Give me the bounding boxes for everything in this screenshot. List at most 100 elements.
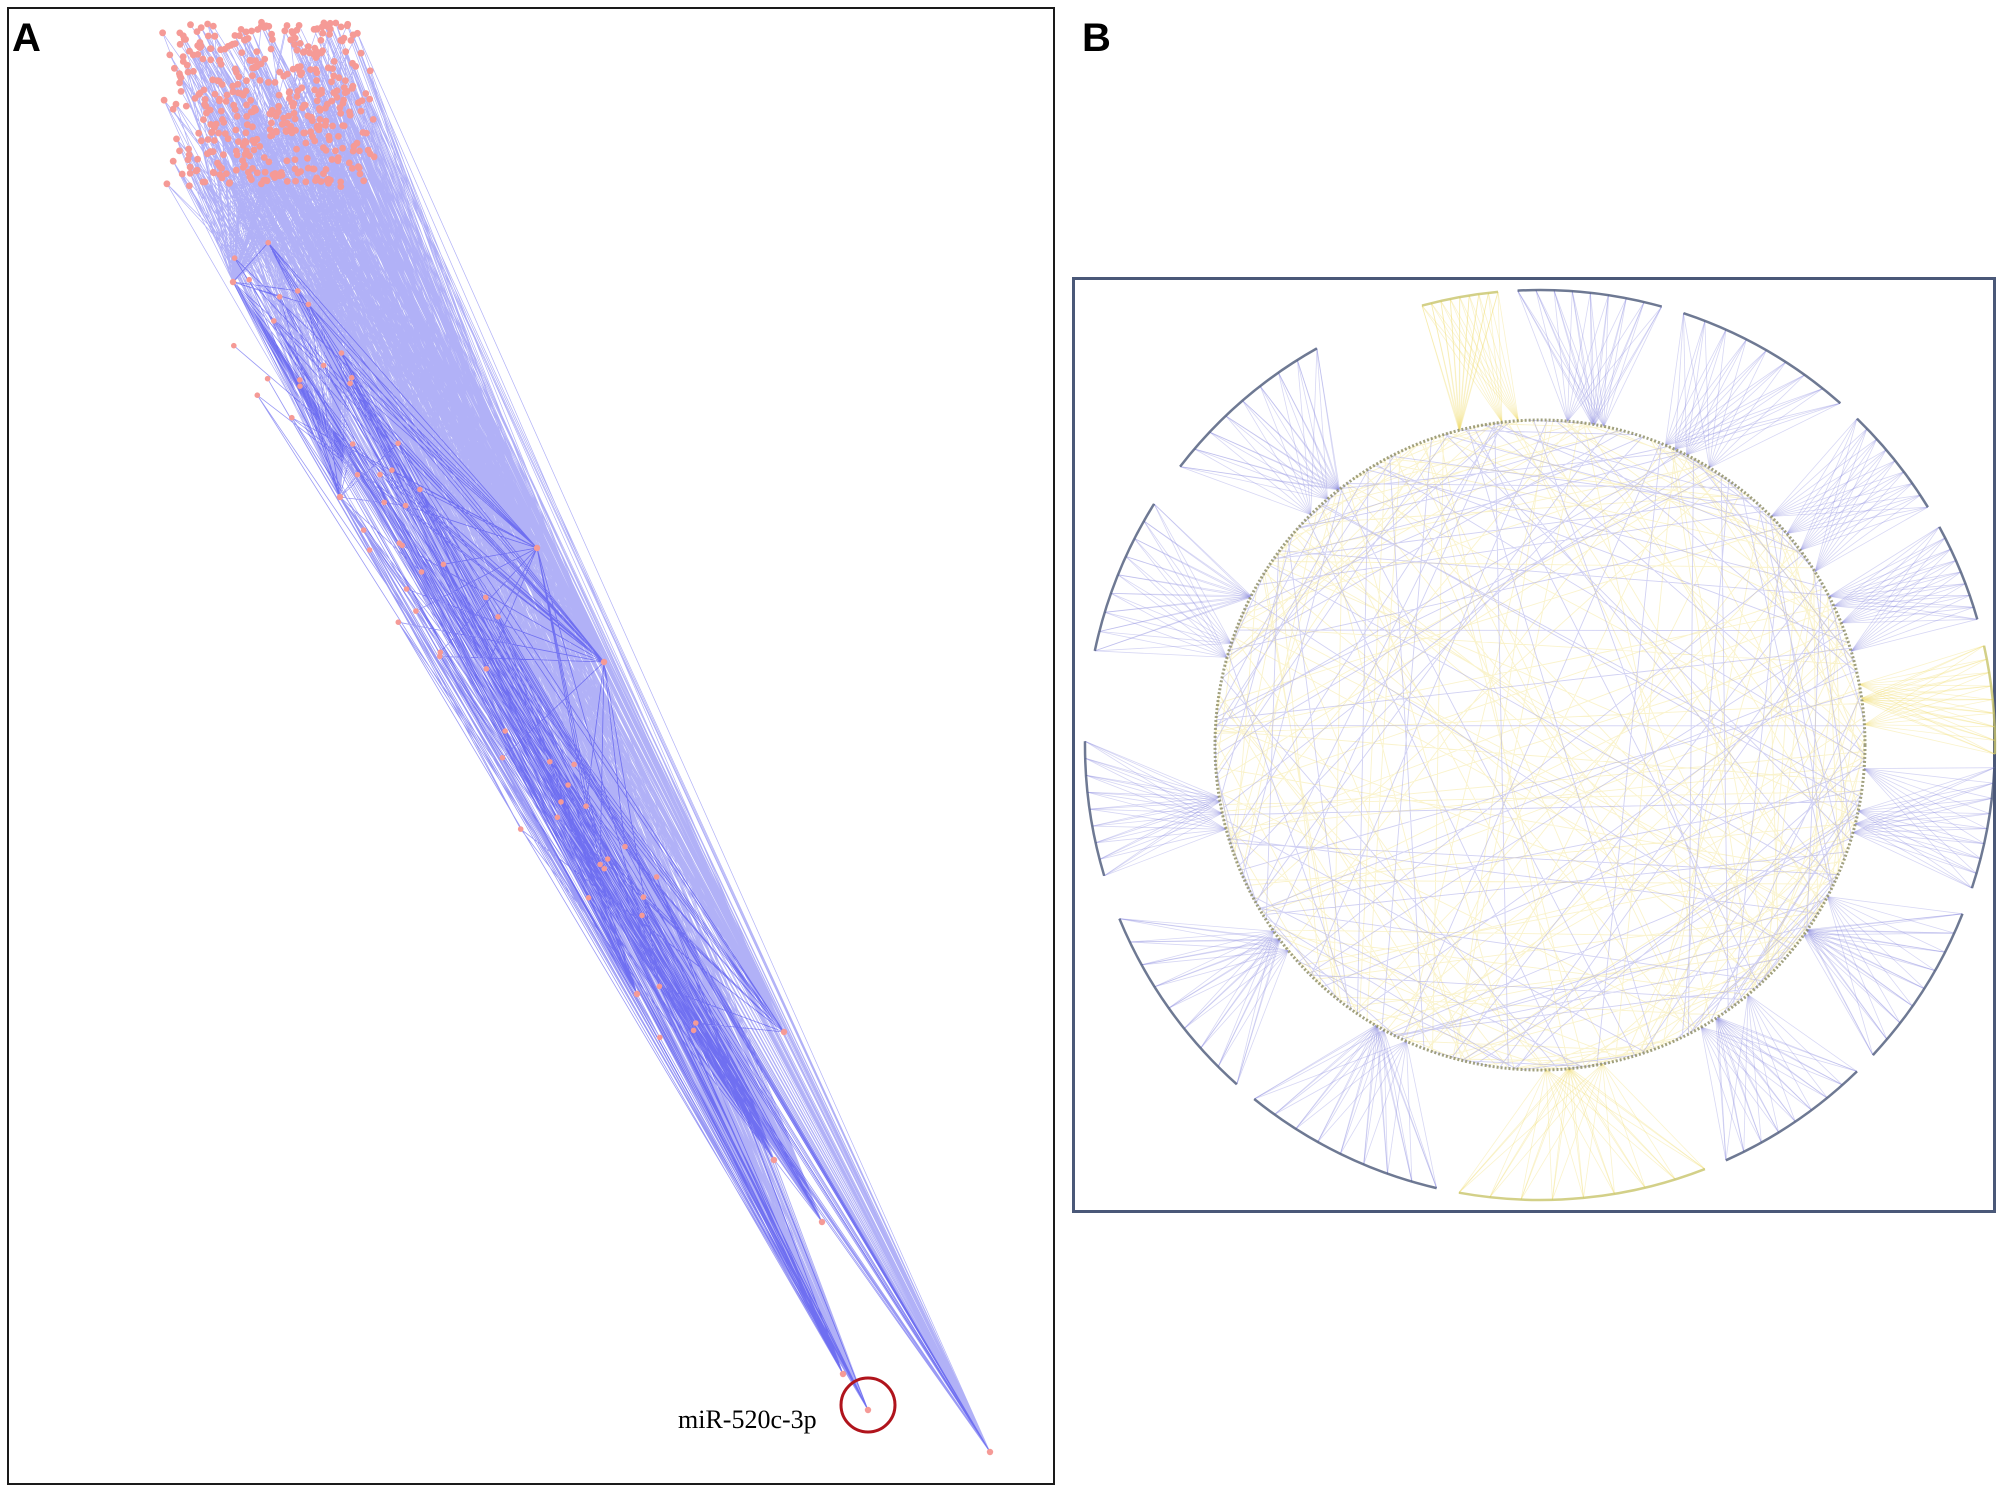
hub-node (986, 1448, 994, 1456)
fan-edge (1674, 388, 1823, 450)
network-node (286, 95, 293, 102)
fan-edge (1800, 471, 1905, 551)
network-node (657, 1034, 663, 1041)
fan-edge (1717, 1016, 1796, 1122)
fan-edge (1589, 292, 1593, 425)
network-node (200, 116, 207, 123)
network-node (322, 147, 330, 154)
network-node (211, 137, 218, 144)
network-node (283, 22, 291, 29)
fan-edge (1591, 306, 1663, 425)
network-node (184, 156, 192, 164)
fan-edge (1803, 934, 1925, 989)
network-node (301, 48, 308, 56)
fan-edge (1852, 832, 1985, 845)
fan-edge (1553, 290, 1605, 427)
fan-edge (1850, 526, 1940, 652)
network-node (209, 22, 217, 30)
network-node (312, 66, 320, 74)
fan-edge (1851, 618, 1978, 652)
outer-arc (1421, 290, 1499, 307)
fan-edge (1827, 896, 1874, 1056)
fan-edge (1603, 298, 1627, 427)
fan-edge (1125, 556, 1252, 597)
hub-node (229, 278, 237, 286)
fan-edge (1154, 950, 1289, 988)
network-node (250, 146, 258, 154)
fan-edge (1700, 1026, 1843, 1086)
network-node (186, 182, 193, 190)
network-node (313, 174, 321, 182)
network-node (328, 156, 336, 163)
network-node (340, 84, 348, 91)
fan-edge (1278, 372, 1328, 500)
fan-edge (1489, 1068, 1572, 1198)
fan-edge (1340, 1025, 1377, 1155)
fan-edge (1863, 768, 1973, 889)
fan-edge (1099, 631, 1228, 658)
fan-edge (1236, 950, 1289, 1085)
fan-edge (1340, 1029, 1385, 1155)
fan-edge (1840, 526, 1940, 624)
network-node (283, 178, 291, 185)
fan-edge (1117, 574, 1252, 597)
fan-edge (1833, 605, 1978, 620)
fan-edge (1852, 828, 1988, 833)
network-node (310, 25, 318, 33)
outer-arc (1083, 741, 1106, 877)
network-node (366, 95, 374, 103)
network-node (366, 547, 373, 553)
network-node (296, 68, 304, 76)
network-node (297, 377, 303, 383)
network-node (349, 441, 356, 447)
network-node (186, 170, 194, 177)
network-node (304, 112, 312, 120)
network-node (288, 28, 296, 35)
network-node (218, 174, 226, 182)
fan-edge (1747, 994, 1828, 1099)
fan-edge (1807, 913, 1963, 930)
network-node (179, 53, 187, 60)
fan-edge (1095, 796, 1220, 844)
fan-edge (1134, 538, 1251, 598)
fan-edge (1278, 372, 1340, 490)
fan-edge (1686, 339, 1747, 456)
fan-edge (1858, 797, 1992, 812)
fan-edge (1602, 1063, 1646, 1188)
network-node (395, 440, 401, 447)
fan-edge (1594, 298, 1627, 425)
network-node (328, 78, 335, 86)
network-node (265, 158, 273, 166)
outer-arc (1458, 1167, 1706, 1202)
fan-edge (1861, 700, 1996, 755)
network-node (517, 826, 524, 832)
network-node (403, 586, 410, 592)
fan-edge (1814, 460, 1896, 572)
fan-edge (1861, 658, 1987, 699)
network-node (247, 96, 255, 104)
fan-edge (1085, 774, 1223, 814)
fan-edge (1717, 1016, 1828, 1099)
fan-edge (1715, 1018, 1812, 1111)
network-node (169, 157, 177, 165)
network-node (324, 175, 332, 183)
fan-edge (1297, 359, 1339, 491)
fan-edge (1421, 305, 1460, 431)
highlighted-node-label: miR-520c-3p (678, 1405, 817, 1434)
network-node (357, 107, 365, 115)
network-node (204, 20, 212, 28)
network-node (413, 608, 419, 614)
panel-b-inner-ring (1213, 418, 1867, 1072)
network-node (217, 61, 225, 68)
fan-edge (1317, 1026, 1378, 1143)
fan-edge (1295, 1026, 1378, 1130)
fan-edge (1786, 471, 1905, 534)
fan-edge (1863, 768, 1981, 860)
fan-edge (1665, 402, 1841, 446)
fan-edge (1274, 1029, 1385, 1115)
network-node (381, 499, 388, 506)
fan-edge (1814, 494, 1921, 573)
network-node (246, 152, 254, 160)
network-node (418, 569, 425, 575)
fan-edge (1858, 810, 1990, 814)
